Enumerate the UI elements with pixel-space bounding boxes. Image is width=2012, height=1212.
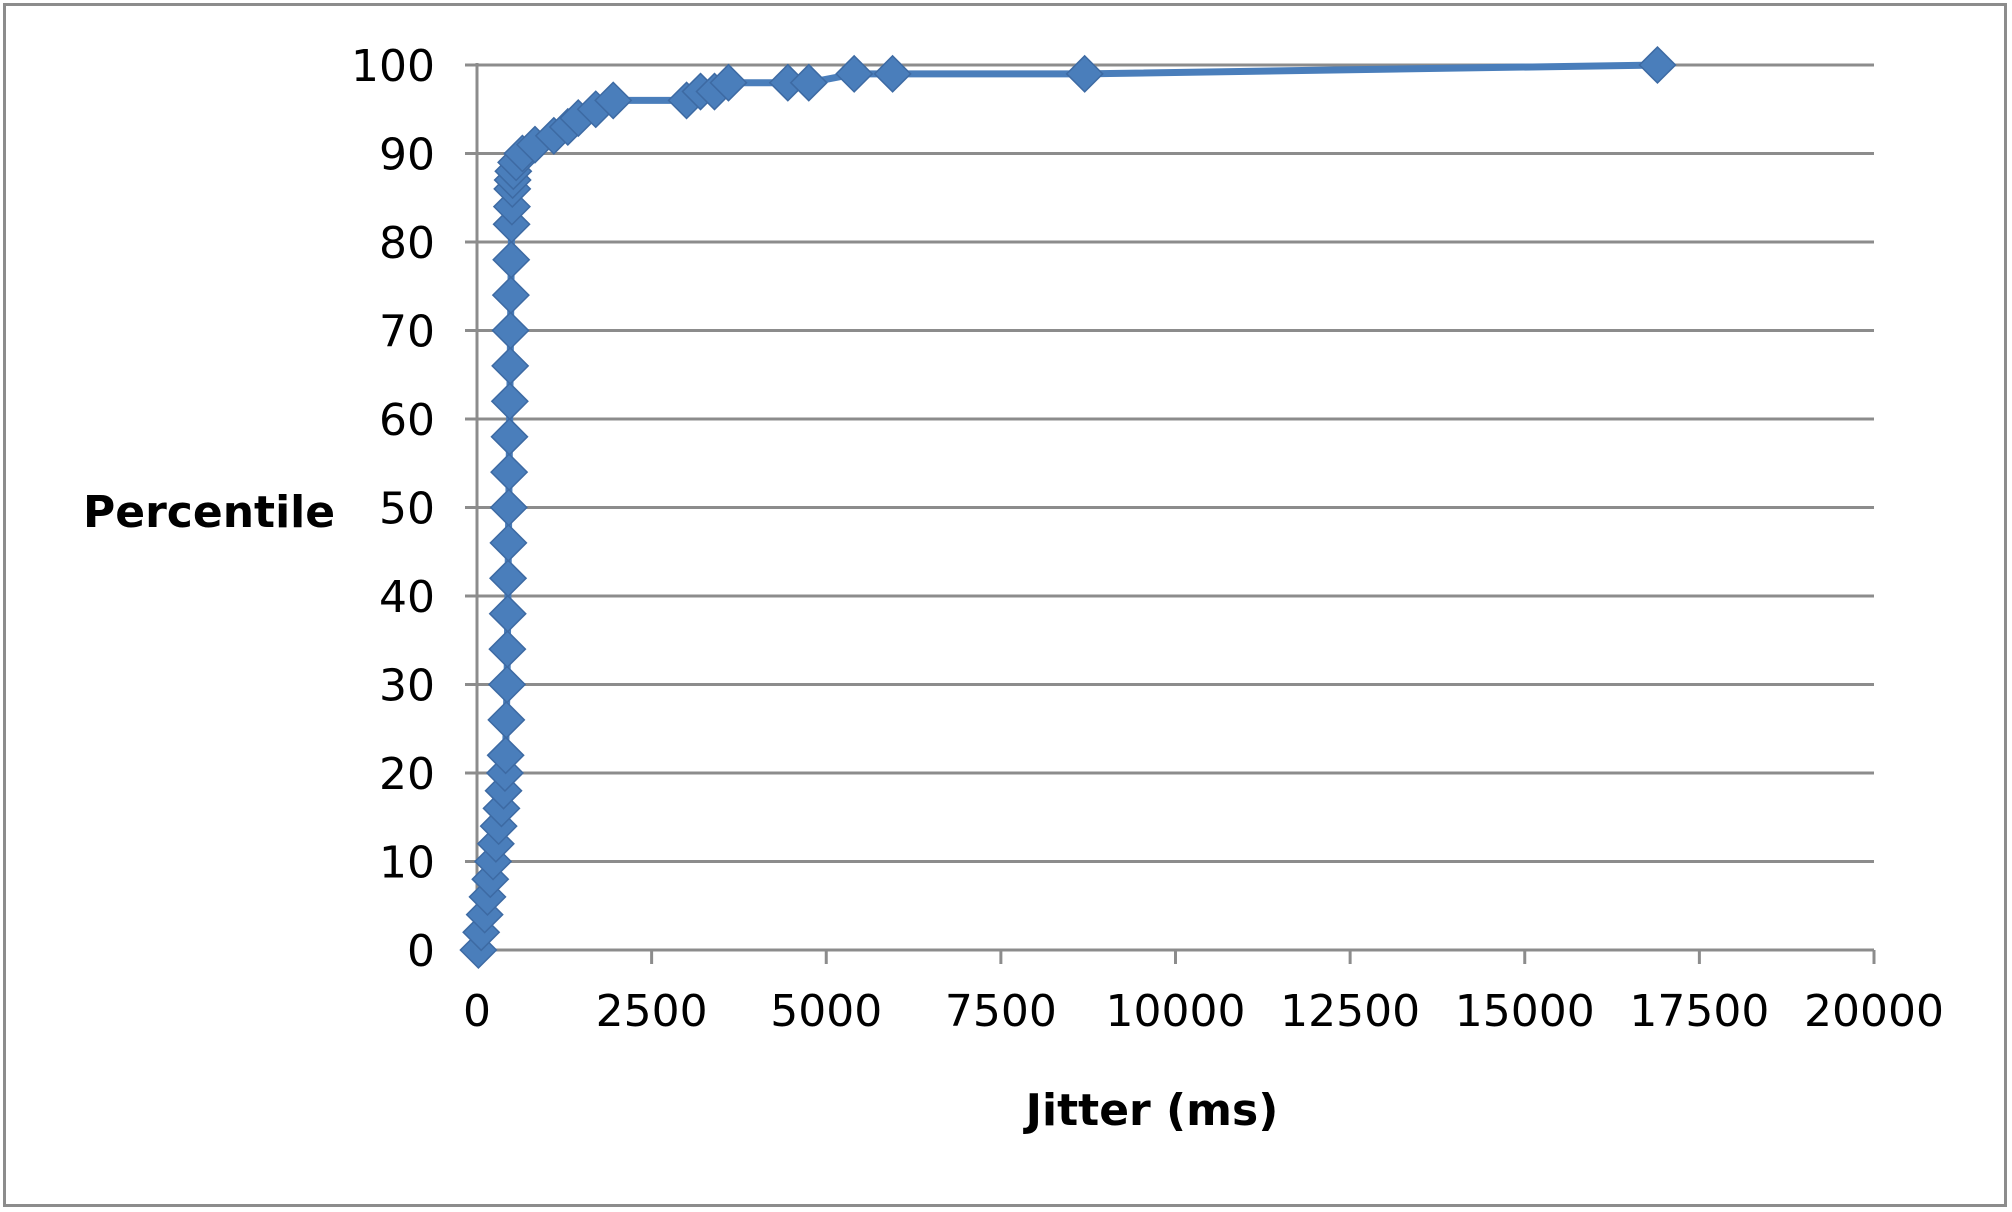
data-point [486,736,525,775]
data-point [789,63,828,102]
x-tick-label: 7500 [945,986,1057,1037]
y-tick-label: 30 [379,661,435,712]
y-axis-title: Percentile [83,487,335,538]
data-point [490,417,529,456]
y-tick-label: 50 [379,484,435,535]
data-point [490,453,529,492]
chart-frame [3,3,2007,1207]
x-axis-title: Jitter (ms) [1023,1085,1279,1136]
data-point [709,63,748,102]
x-tick-label: 15000 [1455,986,1595,1037]
x-tick-label: 2500 [596,986,708,1037]
y-tick-label: 70 [379,307,435,358]
data-point [594,81,633,120]
data-point [1638,45,1677,85]
x-tick-label: 20000 [1804,986,1944,1037]
data-point [468,877,507,916]
y-tick-label: 90 [379,130,435,181]
data-point [492,240,531,279]
y-tick-label: 60 [379,395,435,446]
data-point [489,488,528,527]
data-point [479,807,518,846]
data-point [489,559,528,598]
x-tick-label: 5000 [770,986,882,1037]
data-point [489,523,528,562]
data-point [482,789,521,828]
y-tick-label: 10 [379,838,435,889]
data-point [873,54,912,93]
data-point [1065,54,1104,93]
data-point [491,346,530,385]
y-tick-label: 20 [379,749,435,800]
x-tick-label: 17500 [1629,986,1769,1037]
data-point [835,54,874,93]
data-point [490,382,529,421]
y-tick-label: 100 [351,41,435,92]
y-tick-label: 40 [379,572,435,623]
data-point [491,276,530,315]
y-tick-label: 80 [379,218,435,269]
x-tick-label: 12500 [1280,986,1420,1037]
data-point [488,594,527,633]
gridlines [477,63,1874,863]
x-tick-labels: 0 2500 5000 7500 10000 12500 15000 17500 20000 [463,986,1944,1037]
data-point [487,665,527,704]
x-tick-label: 0 [463,986,491,1037]
data-point [471,860,510,899]
y-tick-label: 0 [407,926,435,977]
data-point [488,630,527,669]
data-point [487,700,526,739]
axes [465,63,1876,964]
series-layer [459,45,1677,970]
data-point [484,771,523,810]
data-point [491,311,530,350]
x-tick-label: 10000 [1106,986,1246,1037]
y-tick-labels: 0 10 20 30 40 50 60 70 80 90 100 [351,41,435,977]
data-point [465,895,504,934]
